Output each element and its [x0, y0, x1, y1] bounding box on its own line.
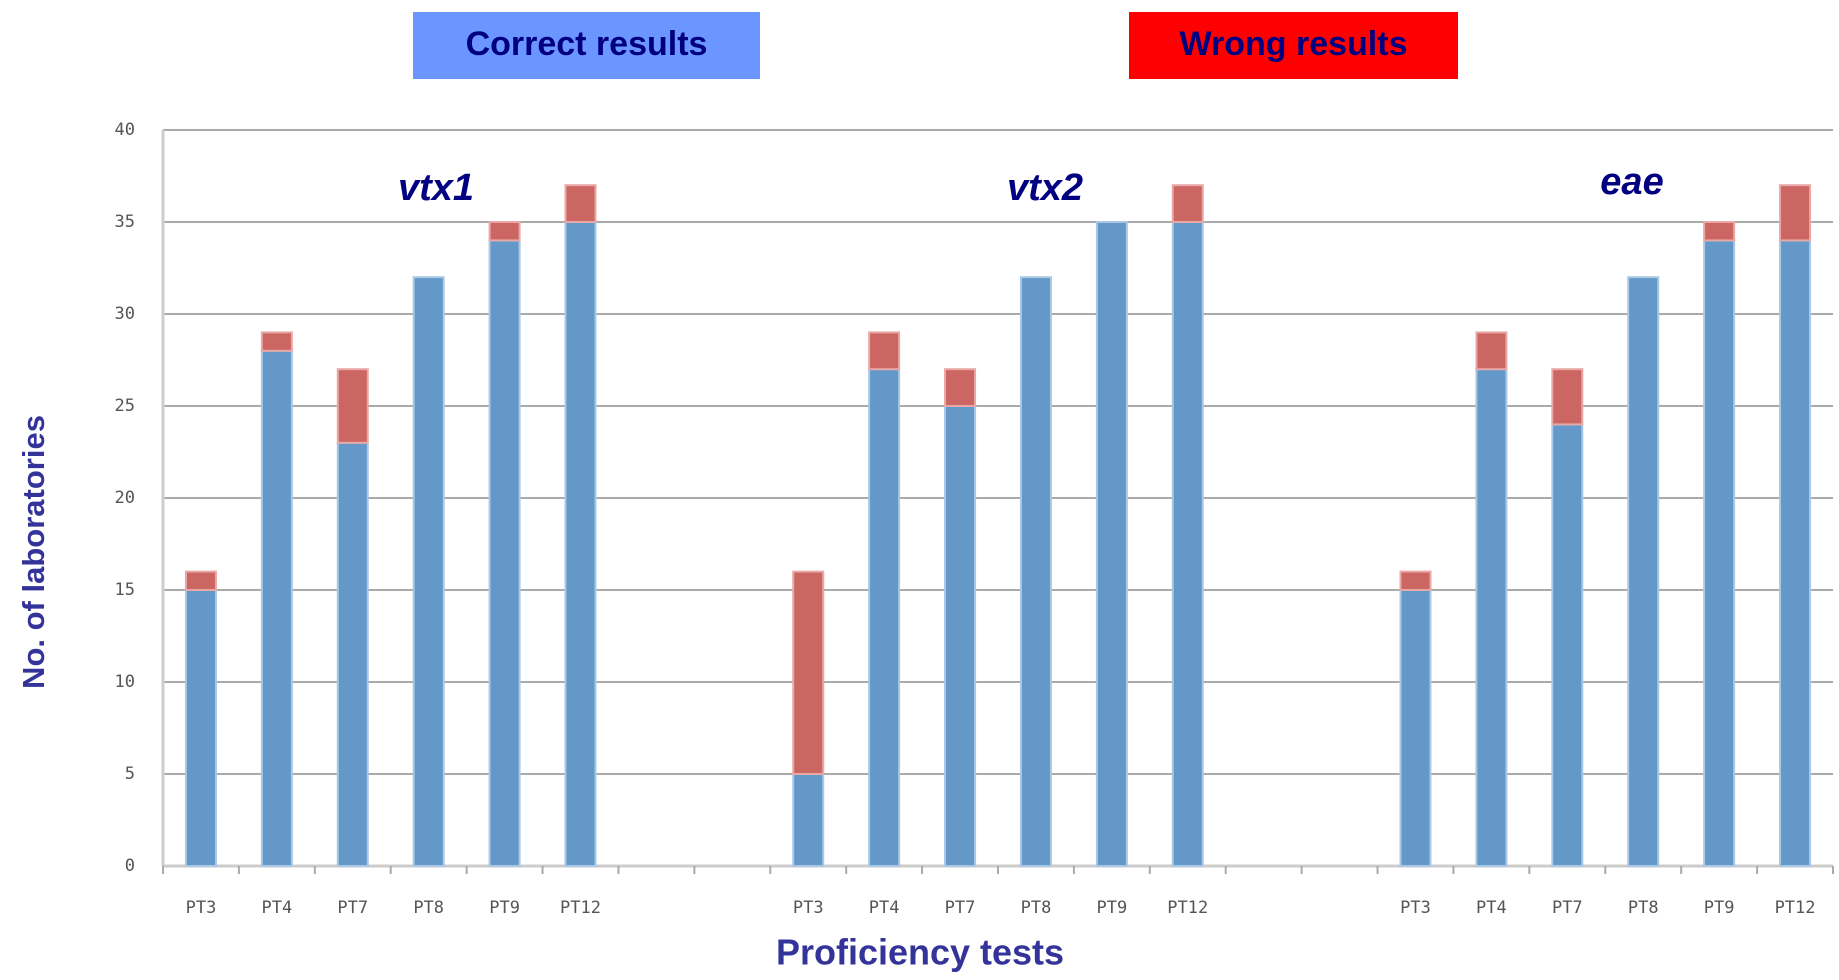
bar-segment: [1703, 239, 1736, 867]
bar-segment: [1627, 276, 1660, 867]
bar-segment: [1399, 570, 1432, 591]
bar-segment: [336, 441, 369, 867]
bar-segment: [792, 773, 825, 867]
bar-segment: [1703, 221, 1736, 242]
legend-label: Correct results: [466, 25, 708, 63]
x-tick-label: PT3: [1400, 898, 1431, 918]
x-tick-label: PT7: [1552, 898, 1583, 918]
bar-segment: [564, 184, 597, 223]
x-tick-label: PT8: [1628, 898, 1659, 918]
y-tick-label: 15: [115, 580, 135, 600]
x-tick-label: PT12: [1167, 898, 1208, 918]
x-tick-label: PT12: [560, 898, 601, 918]
y-tick-label: 20: [115, 488, 135, 508]
x-tick-label: PT12: [1775, 898, 1816, 918]
bar-segment: [1551, 368, 1584, 426]
x-tick-label: PT9: [1704, 898, 1735, 918]
bar-segment: [1475, 331, 1508, 371]
y-tick-label: 10: [115, 672, 135, 692]
bar-segment: [488, 221, 521, 242]
legend-label: Wrong results: [1180, 25, 1408, 63]
bar-segment: [184, 570, 217, 591]
bar-segment: [792, 570, 825, 775]
annotation: eae: [1600, 161, 1663, 203]
y-tick-label: 0: [125, 856, 135, 876]
bar-segment: [336, 368, 369, 444]
x-tick-label: PT4: [262, 898, 293, 918]
bar-segment: [944, 405, 977, 867]
bar-segment: [944, 368, 977, 408]
y-axis-label: No. of laboratories: [16, 415, 51, 689]
bar-segment: [868, 368, 901, 867]
x-tick-label: PT3: [793, 898, 824, 918]
bar-segment: [1171, 184, 1204, 223]
bar-segment: [564, 221, 597, 867]
legend-box: [413, 12, 760, 79]
bar-segment: [260, 331, 293, 352]
annotation: vtx1: [398, 167, 474, 209]
annotation: vtx2: [1007, 167, 1083, 209]
bar-segment: [868, 331, 901, 371]
x-tick-label: PT4: [869, 898, 900, 918]
legend-box: [1129, 12, 1458, 79]
y-tick-label: 35: [115, 212, 135, 232]
bar-segment: [1551, 423, 1584, 867]
x-axis-label: Proficiency tests: [776, 932, 1064, 973]
y-tick-label: 40: [115, 120, 135, 140]
x-tick-label: PT9: [489, 898, 520, 918]
x-tick-label: PT3: [186, 898, 217, 918]
bar-segment: [412, 276, 445, 867]
bar-segment: [1171, 221, 1204, 867]
x-tick-label: PT9: [1097, 898, 1128, 918]
x-tick-label: PT8: [1021, 898, 1052, 918]
bar-segment: [184, 589, 217, 867]
bar-segment: [1019, 276, 1052, 867]
y-tick-label: 30: [115, 304, 135, 324]
x-tick-label: PT8: [413, 898, 444, 918]
x-tick-label: PT7: [945, 898, 976, 918]
bar-segment: [1475, 368, 1508, 867]
y-tick-label: 5: [125, 764, 135, 784]
bar-segment: [1779, 239, 1812, 867]
x-tick-label: PT4: [1476, 898, 1507, 918]
bar-segment: [488, 239, 521, 867]
bar-segment: [1399, 589, 1432, 867]
y-tick-label: 25: [115, 396, 135, 416]
bar-segment: [1779, 184, 1812, 242]
bar-segment: [260, 349, 293, 867]
x-tick-label: PT7: [337, 898, 368, 918]
bar-segment: [1095, 221, 1128, 867]
